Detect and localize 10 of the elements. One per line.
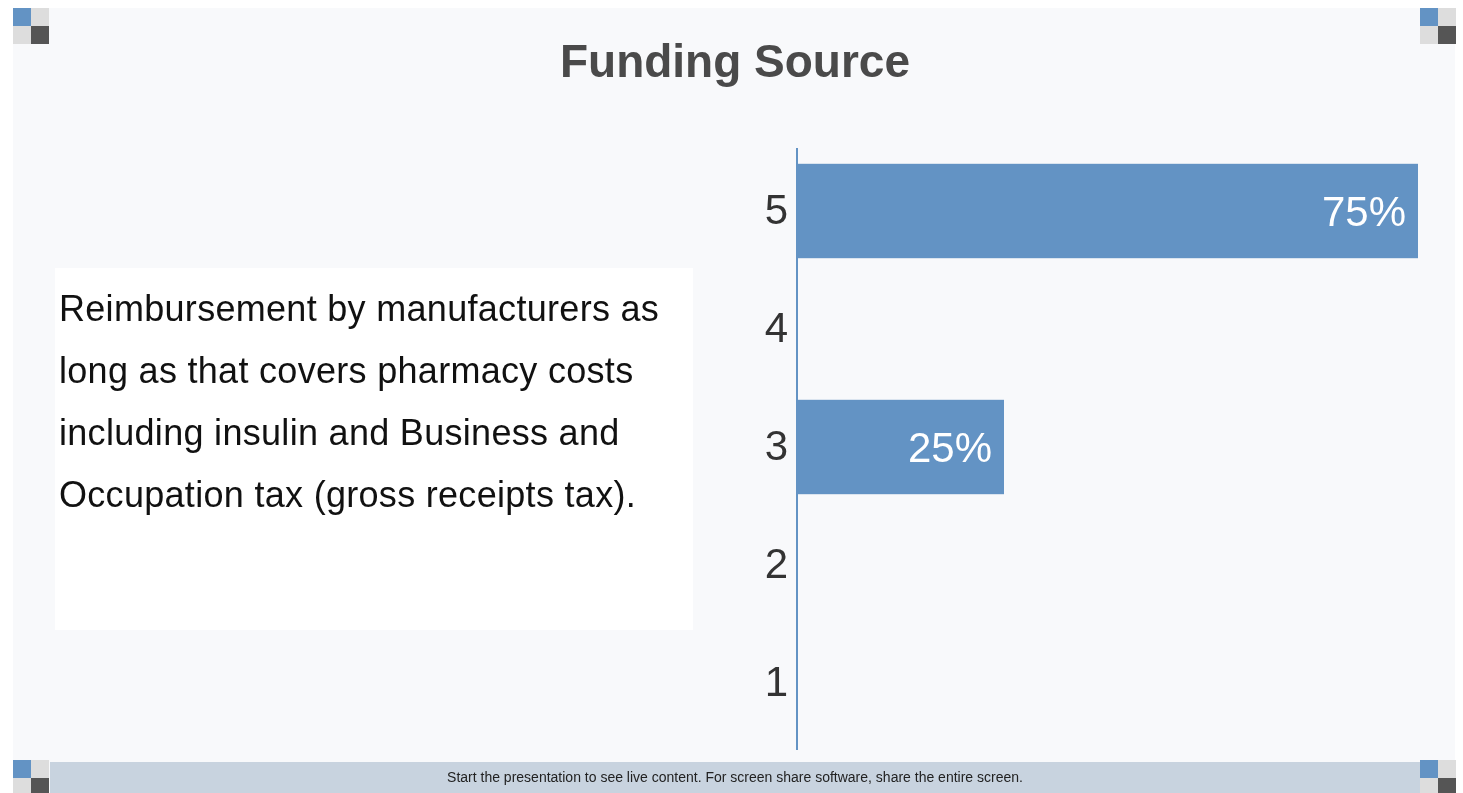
data-label: 75% [1321,187,1406,235]
y-tick-label: 1 [764,658,788,706]
data-label: 25% [907,423,992,471]
text: Start the presentation to see live content. For screen share software, share the entire screen. [50,762,1420,793]
y-tick-label: 2 [764,540,788,588]
y-tick-label: 5 [764,186,788,234]
y-tick-label: 4 [764,304,788,352]
chart-title: Funding Source [559,35,911,87]
text: Reimbursement by manufacturers as long as that covers pharmacy costs including insulin and Business and Occupation tax (gross receipts tax). [55,268,693,630]
y-tick-label: 3 [764,422,788,470]
